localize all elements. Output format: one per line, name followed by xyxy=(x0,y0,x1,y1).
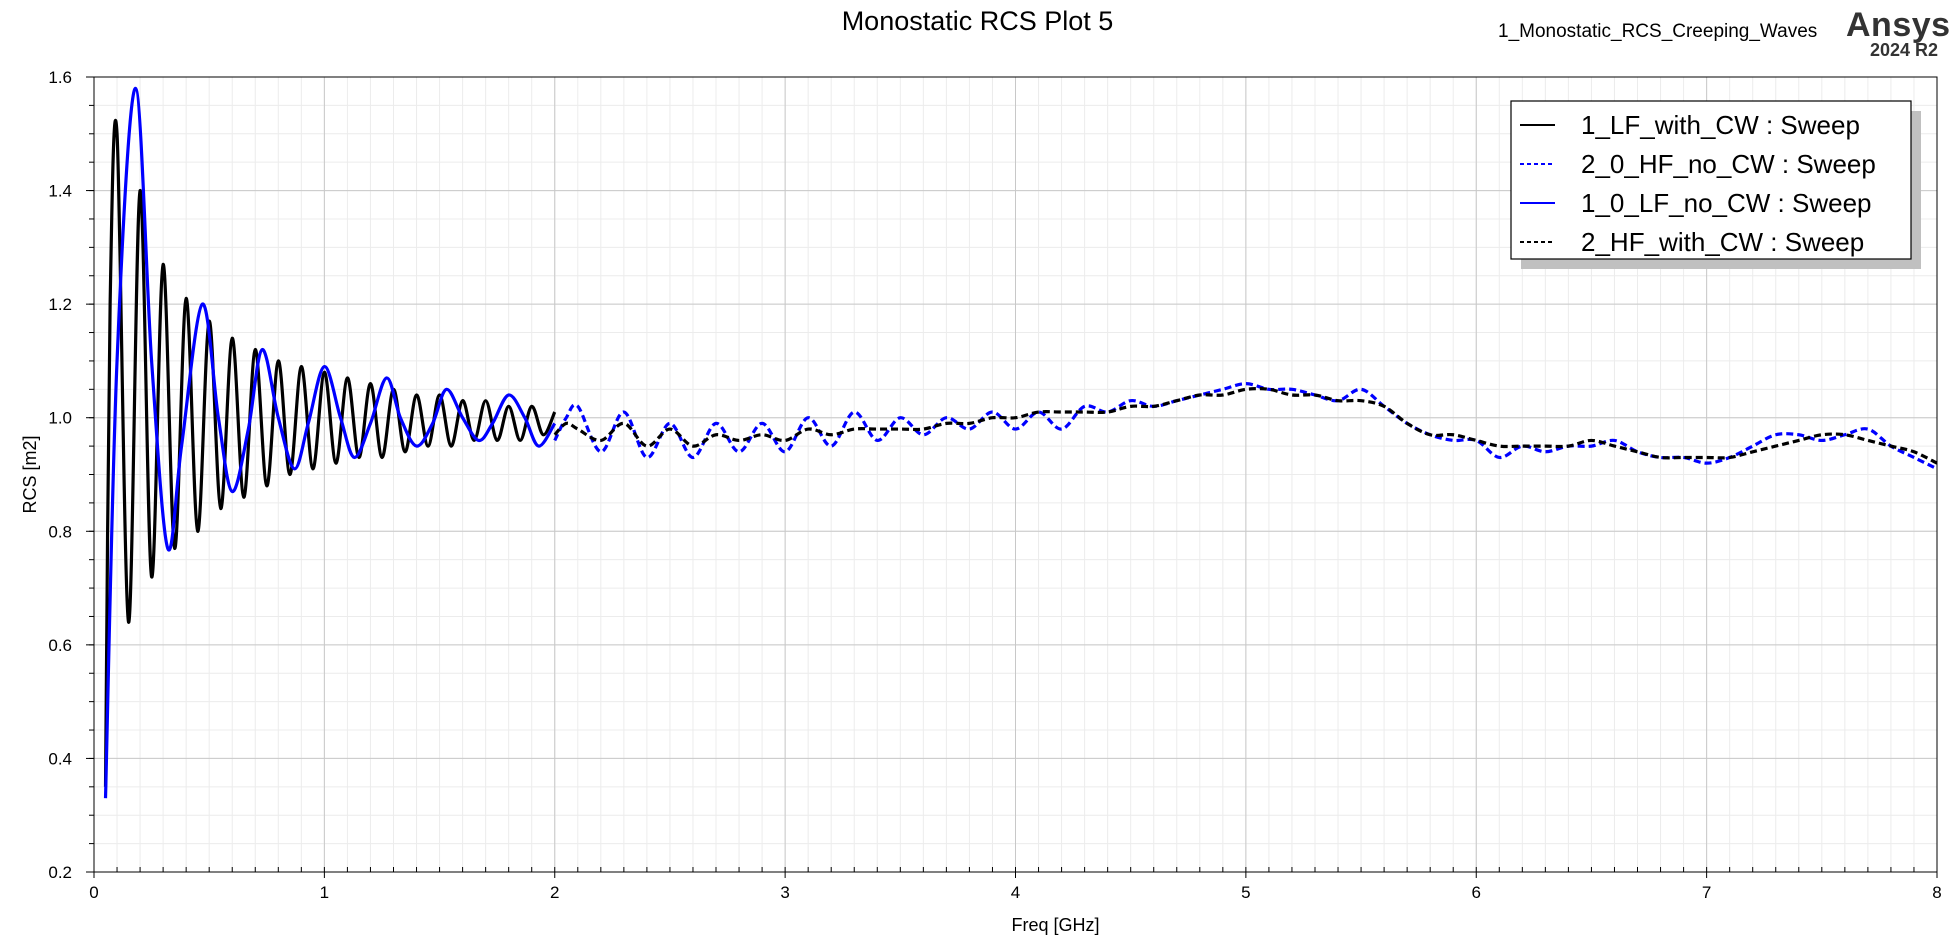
x-tick-label: 1 xyxy=(320,883,329,902)
legend[interactable]: 1_LF_with_CW : Sweep 2_0_HF_no_CW : Sweep… xyxy=(1510,100,1921,269)
y-tick-label: 0.8 xyxy=(48,522,72,541)
project-name: 1_Monostatic_RCS_Creeping_Waves xyxy=(1498,21,1818,42)
y-tick-label: 1.2 xyxy=(48,295,72,314)
x-axis-label: Freq [GHz] xyxy=(1011,915,1099,935)
legend-entry-label: 2_0_HF_no_CW : Sweep xyxy=(1581,149,1876,179)
series-line-4 xyxy=(553,387,1938,465)
x-tick-label: 6 xyxy=(1472,883,1481,902)
series-line-1 xyxy=(103,118,557,787)
x-tick-label: 2 xyxy=(550,883,559,902)
plot-frame xyxy=(93,76,1938,873)
y-tick-label: 0.2 xyxy=(48,863,72,882)
y-tick-label: 1.4 xyxy=(48,182,72,201)
axis-ticks xyxy=(86,76,1938,878)
x-tick-label: 4 xyxy=(1011,883,1020,902)
x-tick-label: 5 xyxy=(1241,883,1250,902)
brand-logo: Ansys xyxy=(1846,6,1951,44)
y-tick-label: 0.6 xyxy=(48,636,72,655)
series-lines xyxy=(103,86,1938,799)
x-tick-label: 8 xyxy=(1932,883,1941,902)
axis-labels: 0 1 2 3 4 5 6 7 8 0.2 0.4 0.6 0.8 1.0 1.2 1.4 1.6 Freq [G… xyxy=(20,68,1942,935)
y-tick-label: 1.0 xyxy=(48,409,72,428)
x-tick-label: 3 xyxy=(780,883,789,902)
legend-box xyxy=(1510,100,1912,260)
legend-entry-label: 2_HF_with_CW : Sweep xyxy=(1581,227,1864,257)
y-tick-label: 1.6 xyxy=(48,68,72,87)
chart-title: Monostatic RCS Plot 5 xyxy=(841,6,1114,36)
legend-entry-label: 1_0_LF_no_CW : Sweep xyxy=(1581,188,1872,218)
y-tick-label: 0.4 xyxy=(48,749,72,768)
series-line-3 xyxy=(103,86,557,799)
x-tick-label: 7 xyxy=(1702,883,1711,902)
x-tick-label: 0 xyxy=(89,883,98,902)
version-label: 2024 R2 xyxy=(1870,40,1939,60)
legend-entry-label: 1_LF_with_CW : Sweep xyxy=(1581,110,1860,140)
series-line-2 xyxy=(553,382,1938,471)
y-axis-label: RCS [m2] xyxy=(20,435,40,513)
